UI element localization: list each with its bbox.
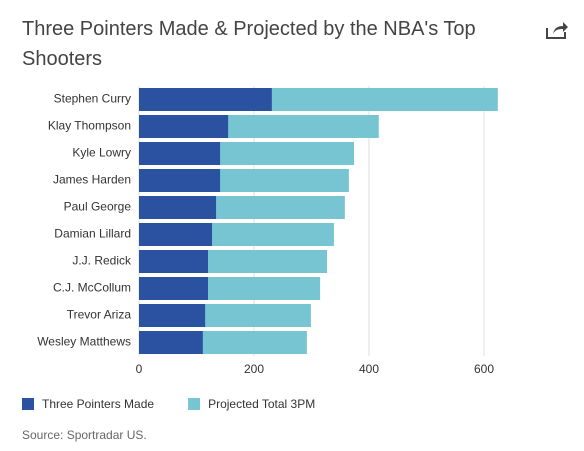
bar: [139, 250, 208, 273]
bar: [139, 277, 208, 300]
x-tick-label: 600: [474, 362, 494, 376]
legend-label: Three Pointers Made: [42, 397, 154, 411]
y-tick-label: Damian Lillard: [54, 227, 131, 241]
y-tick-label: Paul George: [64, 200, 132, 214]
bar: [139, 169, 221, 192]
y-tick-label: Trevor Ariza: [67, 308, 132, 322]
bar: [139, 304, 206, 327]
legend-swatch: [188, 398, 201, 410]
source-note: Source: Sportradar US.: [22, 428, 147, 442]
chart-title: Three Pointers Made & Projected by the N…: [22, 18, 476, 70]
y-tick-label: Klay Thompson: [48, 119, 131, 133]
y-tick-label: James Harden: [53, 173, 131, 187]
bar: [139, 196, 217, 219]
y-tick-label: Kyle Lowry: [72, 146, 131, 160]
bar: [139, 223, 213, 246]
y-tick-label: Stephen Curry: [54, 92, 131, 106]
y-tick-label: Wesley Matthews: [37, 335, 131, 349]
share-icon[interactable]: [546, 22, 568, 39]
bar: [139, 142, 221, 165]
x-tick-label: 200: [244, 362, 264, 376]
legend-swatch: [22, 398, 34, 410]
x-tick-label: 0: [136, 362, 143, 376]
bar: [139, 88, 272, 111]
bar: [139, 115, 229, 138]
x-tick-label: 400: [359, 362, 379, 376]
y-tick-label: C.J. McCollum: [53, 281, 131, 295]
legend-label: Projected Total 3PM: [208, 397, 315, 411]
y-tick-label: J.J. Redick: [72, 254, 132, 268]
bar: [139, 331, 203, 354]
